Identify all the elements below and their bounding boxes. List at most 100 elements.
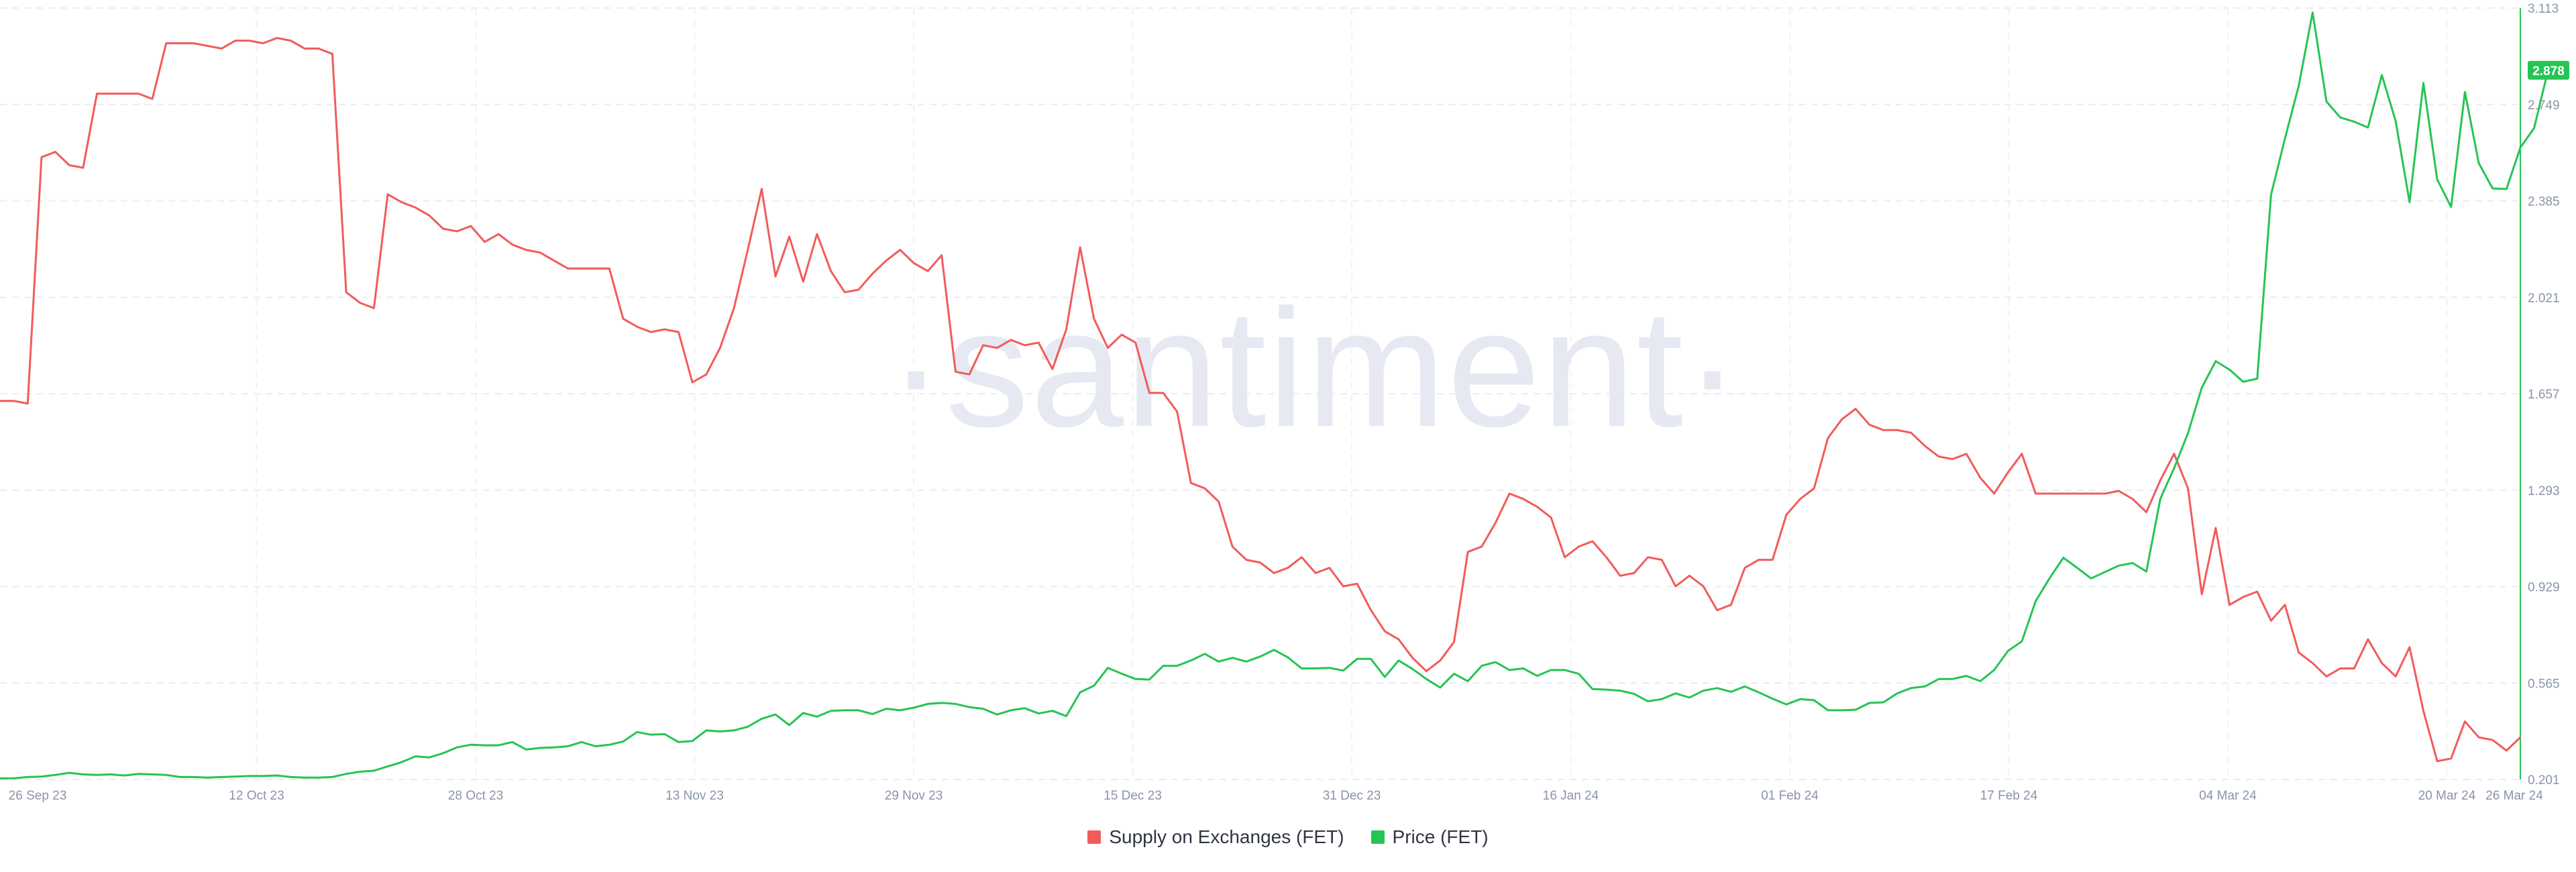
price-point: [1619, 690, 1621, 692]
price-point: [234, 775, 237, 777]
price-point: [386, 765, 389, 767]
supply-point: [636, 325, 638, 328]
price-point: [2477, 162, 2480, 164]
price-point: [1924, 686, 1926, 688]
supply-point: [456, 230, 458, 233]
supply-point: [1536, 506, 1538, 508]
supply-point: [2450, 757, 2452, 760]
price-point: [1605, 688, 1607, 691]
y-tick-label: 0.565: [2528, 677, 2560, 691]
price-point: [1716, 687, 1718, 690]
supply-point: [1134, 341, 1136, 343]
supply-point: [109, 93, 112, 95]
price-point: [2256, 378, 2258, 380]
supply-point: [982, 344, 984, 346]
supply-point: [2298, 651, 2300, 653]
price-point: [1259, 655, 1261, 657]
supply-point: [1107, 347, 1109, 349]
price-point: [2325, 101, 2328, 103]
price-point: [2367, 126, 2369, 129]
price-point: [1591, 688, 1594, 690]
supply-point: [1910, 431, 1912, 434]
price-point: [1785, 704, 1788, 706]
price-point: [1342, 669, 1344, 671]
price-point: [179, 776, 181, 778]
price-point: [857, 709, 860, 712]
price-point: [1674, 692, 1676, 694]
supply-point: [1093, 318, 1095, 320]
supply-point: [1411, 657, 1413, 659]
price-point: [373, 769, 375, 772]
supply-point: [1799, 498, 1801, 500]
price-point: [941, 702, 943, 704]
price-point: [761, 718, 763, 720]
price-point: [1370, 658, 1372, 660]
price-point: [1010, 709, 1012, 712]
supply-point: [1937, 455, 1940, 457]
supply-point: [2312, 662, 2314, 664]
supply-point: [221, 48, 223, 50]
supply-point: [1716, 609, 1718, 611]
price-point: [2533, 127, 2535, 129]
supply-point: [663, 328, 666, 331]
supply-point: [1273, 572, 1275, 574]
x-tick-label: 20 Mar 24: [2418, 789, 2476, 803]
supply-point: [1647, 556, 1649, 558]
price-point: [650, 734, 652, 736]
legend: Supply on Exchanges (FET) Price (FET): [0, 826, 2576, 848]
supply-point: [2242, 596, 2245, 598]
supply-point: [2062, 492, 2064, 495]
price-point: [1688, 696, 1690, 699]
supply-point: [1426, 670, 1428, 672]
supply-point: [1772, 559, 1774, 561]
supply-point: [899, 249, 902, 251]
price-point: [40, 775, 43, 777]
supply-point: [2173, 453, 2176, 455]
supply-point: [691, 381, 694, 384]
supply-point: [2325, 675, 2328, 677]
price-point: [456, 747, 458, 749]
price-point: [2312, 11, 2314, 13]
price-point: [1910, 687, 1912, 690]
price-point: [0, 777, 1, 779]
supply-point: [2048, 492, 2051, 495]
price-point: [2506, 188, 2508, 190]
price-point: [1397, 659, 1400, 661]
supply-point: [1190, 482, 1192, 484]
price-point: [138, 773, 140, 775]
supply-point: [774, 275, 777, 278]
price-point: [1481, 665, 1483, 667]
supply-point: [788, 235, 790, 237]
supply-point: [2131, 498, 2134, 500]
supply-point: [1010, 339, 1012, 341]
supply-point: [678, 331, 680, 333]
price-point: [109, 773, 112, 775]
price-point: [719, 730, 721, 732]
price-point: [1882, 701, 1884, 704]
price-point: [1176, 665, 1178, 667]
price-point: [678, 741, 680, 743]
supply-point: [941, 254, 943, 256]
supply-point: [1508, 492, 1511, 495]
supply-point: [484, 241, 486, 243]
supply-point: [2519, 737, 2522, 739]
price-point: [1426, 678, 1428, 680]
price-point: [636, 731, 638, 733]
legend-item-supply[interactable]: Supply on Exchanges (FET): [1087, 826, 1344, 848]
supply-point: [13, 400, 15, 402]
price-point: [415, 755, 417, 757]
supply-point: [1038, 341, 1040, 343]
supply-point: [2187, 487, 2189, 490]
supply-point: [539, 252, 541, 254]
supply-point: [1882, 429, 1884, 431]
price-point: [955, 703, 957, 705]
supply-point: [1868, 424, 1870, 426]
supply-point: [968, 374, 971, 376]
x-tick-label: 16 Jan 24: [1543, 789, 1599, 803]
price-point: [1522, 667, 1524, 669]
price-point: [1495, 661, 1497, 663]
price-point: [1951, 678, 1953, 680]
supply-point: [2035, 492, 2037, 495]
supply-point: [386, 193, 389, 195]
legend-item-price[interactable]: Price (FET): [1371, 826, 1489, 848]
